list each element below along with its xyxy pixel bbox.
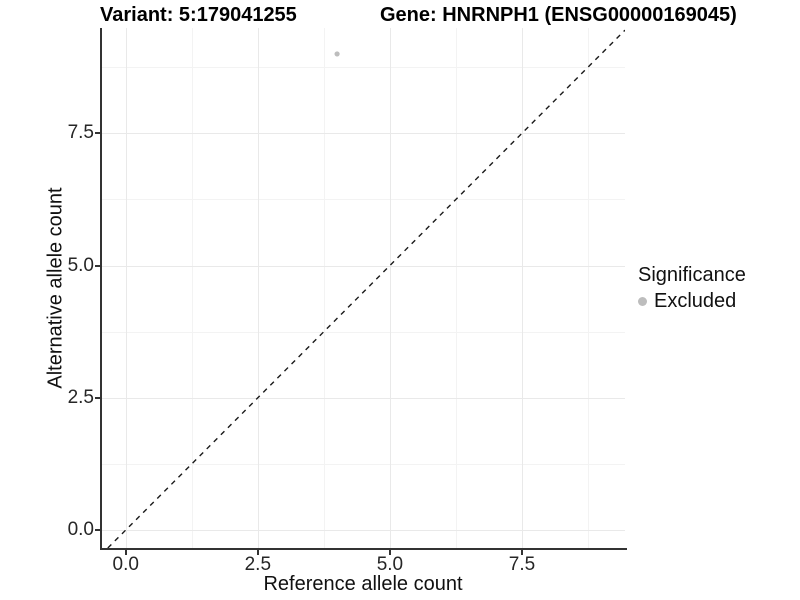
data-point — [334, 51, 340, 57]
x-minor-gridline — [323, 28, 325, 548]
x-tick-label: 0.0 — [112, 554, 139, 575]
y-minor-gridline — [102, 199, 625, 201]
x-tick-label: 2.5 — [244, 554, 272, 575]
x-axis-tick — [256, 550, 259, 555]
y-minor-gridline — [102, 67, 625, 69]
y-axis-tick — [95, 396, 100, 399]
legend: Significance Excluded — [638, 264, 746, 313]
x-minor-gridline — [588, 28, 590, 548]
x-major-gridline — [521, 28, 523, 548]
x-axis-line — [100, 548, 627, 550]
y-minor-gridline — [102, 463, 625, 465]
y-major-gridline — [102, 397, 625, 399]
y-major-gridline — [102, 133, 625, 135]
x-tick-label: 7.5 — [508, 554, 536, 575]
identity-reference-line — [107, 29, 625, 548]
y-axis-tick — [95, 529, 100, 531]
y-tick-label: 7.5 — [67, 122, 94, 144]
legend-item-label: Excluded — [654, 290, 737, 312]
legend-item-excluded: Excluded — [638, 290, 746, 313]
y-minor-gridline — [102, 331, 625, 333]
x-tick-label: 5.0 — [376, 554, 404, 575]
legend-key-dot-icon — [638, 297, 647, 306]
x-axis-tick — [124, 550, 127, 555]
x-axis-title: Reference allele count — [263, 573, 463, 595]
x-minor-gridline — [455, 28, 457, 548]
legend-title: Significance — [638, 264, 746, 286]
x-minor-gridline — [191, 28, 193, 548]
y-axis-tick — [95, 132, 100, 135]
x-major-gridline — [257, 28, 259, 548]
plot-title-gene: Gene: HNRNPH1 (ENSG00000169045) — [380, 4, 737, 26]
plot-canvas — [107, 29, 625, 548]
y-tick-label: 5.0 — [67, 254, 94, 276]
y-axis-line — [100, 28, 102, 550]
y-major-gridline — [102, 265, 625, 267]
y-axis-title: Alternative allele count — [44, 187, 67, 389]
y-tick-label: 0.0 — [67, 519, 94, 540]
x-axis-tick — [388, 550, 391, 555]
plot-title-variant: Variant: 5:179041255 — [100, 4, 297, 26]
y-axis-tick — [95, 264, 100, 267]
x-major-gridline — [389, 28, 391, 548]
y-tick-label: 2.5 — [67, 386, 94, 408]
x-axis-tick — [520, 550, 523, 555]
x-major-gridline — [125, 28, 127, 548]
plot-panel — [102, 28, 625, 548]
y-major-gridline — [102, 530, 625, 531]
